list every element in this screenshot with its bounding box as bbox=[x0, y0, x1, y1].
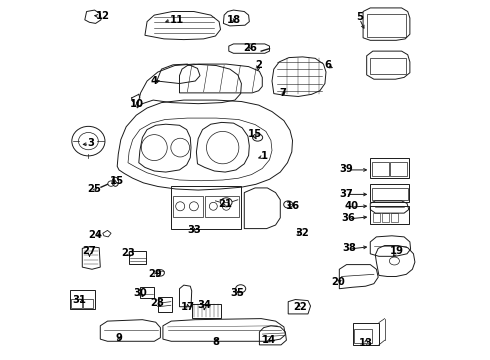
Bar bbox=[173, 196, 202, 217]
Bar bbox=[370, 58, 406, 74]
Text: 8: 8 bbox=[212, 337, 219, 347]
Bar bbox=[382, 213, 389, 222]
Bar bbox=[372, 188, 408, 200]
Bar bbox=[71, 290, 95, 309]
Bar bbox=[370, 184, 409, 202]
Text: 26: 26 bbox=[243, 42, 257, 53]
Text: 15: 15 bbox=[109, 176, 123, 186]
Bar bbox=[372, 162, 389, 176]
Text: 24: 24 bbox=[89, 230, 102, 240]
Text: 40: 40 bbox=[344, 201, 358, 211]
Bar bbox=[373, 213, 380, 222]
Text: 10: 10 bbox=[130, 99, 144, 109]
Text: 16: 16 bbox=[286, 201, 299, 211]
Bar bbox=[129, 251, 147, 264]
Text: 1: 1 bbox=[261, 150, 269, 161]
Bar bbox=[140, 287, 153, 298]
Bar bbox=[354, 329, 372, 343]
Text: 4: 4 bbox=[151, 76, 158, 86]
Bar bbox=[158, 297, 172, 312]
Text: 13: 13 bbox=[359, 338, 373, 348]
Text: 14: 14 bbox=[262, 335, 276, 345]
Text: 20: 20 bbox=[331, 276, 345, 287]
Bar bbox=[171, 186, 242, 229]
Bar bbox=[370, 158, 409, 178]
Bar bbox=[72, 299, 81, 308]
Text: 39: 39 bbox=[340, 164, 353, 174]
Text: 15: 15 bbox=[248, 129, 262, 139]
Text: 23: 23 bbox=[121, 248, 135, 258]
Text: 5: 5 bbox=[356, 12, 363, 22]
Text: 35: 35 bbox=[230, 288, 244, 298]
Bar bbox=[192, 304, 220, 318]
Text: 9: 9 bbox=[116, 333, 122, 343]
Bar bbox=[391, 213, 398, 222]
Bar bbox=[391, 162, 407, 176]
Text: 25: 25 bbox=[88, 184, 101, 194]
Text: 31: 31 bbox=[73, 294, 86, 305]
Text: 34: 34 bbox=[197, 300, 212, 310]
Text: 2: 2 bbox=[255, 60, 262, 70]
Text: 11: 11 bbox=[170, 15, 184, 25]
Text: 3: 3 bbox=[88, 138, 95, 148]
Text: 38: 38 bbox=[343, 243, 356, 253]
Bar bbox=[353, 323, 379, 345]
Bar bbox=[370, 206, 409, 224]
Text: 22: 22 bbox=[293, 302, 307, 312]
Text: 7: 7 bbox=[279, 88, 286, 98]
Bar bbox=[367, 14, 406, 37]
Text: 18: 18 bbox=[226, 15, 241, 25]
Bar bbox=[83, 299, 93, 308]
Text: 36: 36 bbox=[342, 213, 356, 223]
Bar bbox=[205, 196, 239, 217]
Text: 12: 12 bbox=[96, 11, 110, 21]
Text: 19: 19 bbox=[390, 246, 404, 256]
Text: 32: 32 bbox=[295, 228, 309, 238]
Text: 17: 17 bbox=[181, 302, 195, 312]
Text: 27: 27 bbox=[83, 246, 97, 256]
Text: 30: 30 bbox=[134, 288, 147, 298]
Text: 29: 29 bbox=[148, 269, 162, 279]
Text: 21: 21 bbox=[218, 199, 232, 210]
Text: 6: 6 bbox=[324, 60, 331, 70]
Text: 28: 28 bbox=[150, 298, 164, 308]
Text: 37: 37 bbox=[340, 189, 353, 199]
Text: 33: 33 bbox=[187, 225, 201, 235]
